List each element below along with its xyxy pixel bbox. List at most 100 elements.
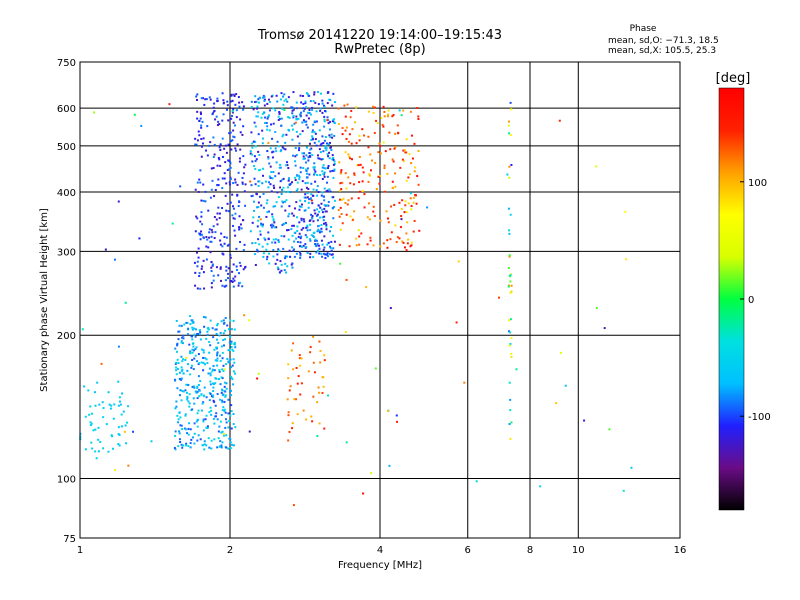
- data-point: [279, 180, 282, 183]
- data-point: [365, 286, 368, 289]
- data-point: [319, 349, 322, 352]
- data-point: [227, 143, 230, 146]
- data-point: [300, 382, 303, 385]
- data-point: [322, 248, 325, 251]
- data-point: [283, 269, 286, 272]
- data-point: [325, 228, 328, 231]
- data-point: [268, 181, 271, 184]
- data-point: [298, 251, 301, 254]
- data-point: [294, 176, 297, 179]
- data-point: [223, 390, 226, 393]
- data-point: [221, 368, 224, 371]
- data-point: [198, 232, 201, 235]
- data-point: [331, 104, 334, 107]
- data-point: [229, 335, 232, 338]
- data-point: [306, 196, 309, 199]
- data-point: [322, 164, 325, 167]
- data-point: [298, 221, 301, 224]
- data-point: [224, 329, 227, 332]
- data-point: [177, 445, 180, 448]
- data-point: [329, 247, 332, 250]
- data-point: [202, 420, 205, 423]
- data-point: [417, 149, 420, 152]
- data-point: [233, 341, 236, 344]
- data-point: [212, 394, 215, 397]
- data-point: [178, 330, 181, 333]
- data-point: [322, 252, 325, 255]
- data-point: [509, 342, 512, 345]
- data-point: [314, 242, 317, 245]
- data-point: [405, 151, 408, 154]
- data-point: [233, 279, 236, 282]
- data-point: [204, 357, 207, 360]
- data-point: [379, 174, 382, 177]
- data-point: [191, 348, 194, 351]
- data-point: [302, 244, 305, 247]
- data-point: [209, 383, 212, 386]
- data-point: [225, 182, 228, 185]
- data-point: [180, 443, 183, 446]
- data-point: [312, 166, 315, 169]
- data-point: [231, 348, 234, 351]
- data-point: [298, 176, 301, 179]
- data-point: [267, 141, 270, 144]
- data-point: [219, 266, 222, 269]
- data-point: [386, 172, 389, 175]
- data-point: [326, 116, 329, 119]
- data-point: [231, 110, 234, 113]
- data-point: [241, 133, 244, 136]
- data-point: [300, 219, 303, 222]
- data-point: [117, 426, 120, 429]
- data-point: [176, 367, 179, 370]
- data-point: [332, 163, 335, 166]
- data-point: [196, 439, 199, 442]
- data-point: [323, 359, 326, 362]
- data-point: [410, 241, 413, 244]
- data-point: [261, 225, 264, 228]
- data-point: [202, 369, 205, 372]
- data-point: [180, 399, 183, 402]
- data-point: [266, 211, 269, 214]
- data-point: [333, 240, 336, 243]
- data-point: [305, 186, 308, 189]
- data-point: [316, 194, 319, 197]
- data-point: [306, 229, 309, 232]
- data-point: [322, 222, 325, 225]
- data-point: [624, 210, 627, 213]
- data-point: [396, 124, 399, 127]
- data-point: [266, 199, 269, 202]
- data-point: [224, 194, 227, 197]
- data-point: [205, 358, 208, 361]
- data-point: [222, 101, 225, 104]
- data-point: [232, 413, 235, 416]
- data-point: [347, 153, 350, 156]
- data-point: [292, 108, 295, 111]
- data-point: [332, 92, 335, 95]
- data-point: [218, 370, 221, 373]
- data-point: [283, 190, 286, 193]
- data-point: [323, 207, 326, 210]
- data-point: [181, 428, 184, 431]
- data-point: [509, 398, 512, 401]
- data-point: [184, 358, 187, 361]
- data-point: [281, 107, 284, 110]
- data-point: [362, 492, 365, 495]
- data-point: [178, 411, 181, 414]
- data-point: [394, 172, 397, 175]
- data-point: [316, 154, 319, 157]
- data-point: [194, 328, 197, 331]
- data-point: [114, 469, 117, 472]
- data-point: [330, 133, 333, 136]
- data-point: [316, 174, 319, 177]
- data-point: [357, 164, 360, 167]
- data-point: [361, 189, 364, 192]
- data-point: [219, 383, 222, 386]
- data-point: [372, 205, 375, 208]
- y-tick-label: 600: [57, 104, 76, 115]
- data-point: [417, 183, 420, 186]
- data-point: [409, 197, 412, 200]
- data-point: [509, 331, 512, 334]
- data-point: [220, 446, 223, 449]
- data-point: [295, 366, 298, 369]
- data-point: [313, 173, 316, 176]
